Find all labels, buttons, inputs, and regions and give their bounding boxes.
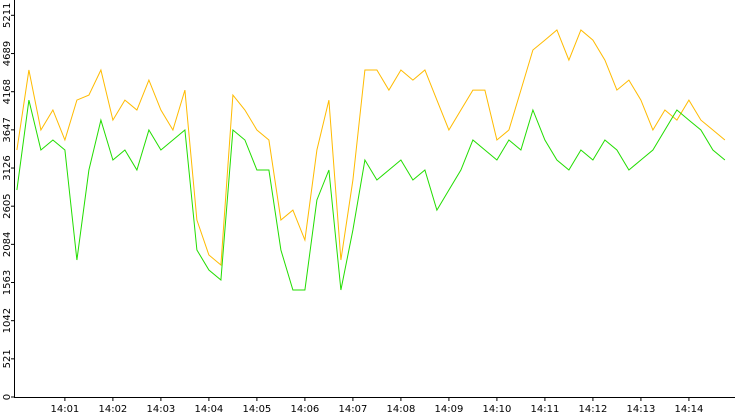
y-tick-label: 4168 [2, 79, 13, 104]
x-tick-label: 14:04 [194, 404, 223, 415]
x-tick-label: 14:07 [338, 404, 367, 415]
y-tick-label: 5211 [2, 3, 13, 28]
y-tick-label: 1563 [2, 270, 13, 295]
x-tick-label: 14:09 [434, 404, 463, 415]
y-tick-label: 2084 [2, 232, 13, 257]
x-tick-label: 14:12 [578, 404, 607, 415]
x-tick-label: 14:01 [50, 404, 79, 415]
y-tick-label: 3647 [2, 117, 13, 142]
series-line [16, 99, 726, 291]
x-tick-label: 14:03 [146, 404, 175, 415]
x-tick-label: 14:13 [627, 404, 656, 415]
y-tick-label: 0 [2, 394, 13, 400]
series-line [16, 29, 726, 267]
x-tick-label: 14:06 [290, 404, 319, 415]
y-tick-label: 521 [2, 349, 13, 368]
x-tick-label: 14:08 [386, 404, 415, 415]
x-tick-label: 14:02 [98, 404, 127, 415]
x-tick-label: 14:11 [530, 404, 559, 415]
x-tick-label: 14:10 [482, 404, 511, 415]
y-tick-label: 1042 [2, 308, 13, 333]
y-tick-label: 3126 [2, 155, 13, 180]
y-tick-label: 4689 [2, 41, 13, 66]
y-tick-label: 2605 [2, 193, 13, 218]
x-tick-label: 14:14 [675, 404, 704, 415]
x-tick-label: 14:05 [242, 404, 271, 415]
